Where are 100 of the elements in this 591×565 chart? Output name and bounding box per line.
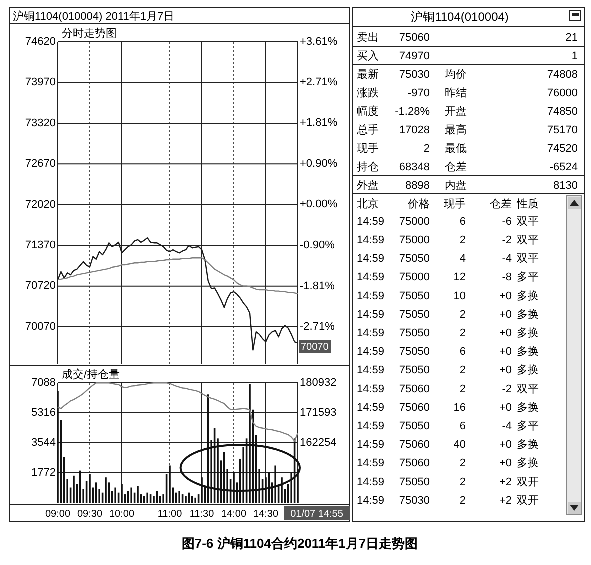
- text: 昨结: [445, 86, 467, 100]
- text: 现手: [357, 142, 379, 155]
- y2-tick-label: -1.81%: [300, 280, 336, 292]
- text: 多换: [517, 308, 539, 321]
- y-tick-label: 73320: [25, 117, 56, 130]
- text: 双平: [517, 383, 539, 396]
- text: 仓差: [445, 161, 467, 174]
- text: 74808: [547, 68, 578, 81]
- text: 多换: [517, 346, 539, 358]
- text: 仓差: [490, 198, 512, 210]
- text: 40: [454, 439, 466, 452]
- text: 8130: [554, 180, 578, 192]
- text: 多换: [517, 402, 539, 414]
- text: 75060: [399, 32, 430, 44]
- text: 2: [460, 458, 466, 470]
- text: +2: [499, 476, 512, 488]
- text: 双开: [517, 476, 539, 488]
- text: 2: [460, 494, 466, 507]
- text: 2: [460, 383, 466, 396]
- text: 75050: [399, 290, 430, 302]
- x-tick-label: 11:00: [158, 509, 183, 520]
- y-tick-label: 70720: [25, 280, 56, 292]
- y2-tick-label: +0.00%: [300, 198, 338, 211]
- text: 双平: [517, 253, 539, 266]
- text: 75050: [399, 308, 430, 321]
- text: 75060: [399, 402, 430, 414]
- text: 14:59: [357, 402, 385, 414]
- text: 14:59: [357, 216, 385, 228]
- text: 17028: [399, 124, 430, 136]
- text: 2: [424, 142, 430, 155]
- text: 14:59: [357, 458, 385, 470]
- text: 21: [566, 32, 578, 44]
- y-tick-label: 71370: [25, 240, 56, 252]
- text: 74520: [547, 142, 578, 155]
- text: 2: [460, 234, 466, 247]
- text: 75050: [399, 364, 430, 377]
- text: 总手: [356, 123, 379, 136]
- text: 性质: [516, 197, 539, 210]
- text: 68348: [399, 161, 430, 174]
- text: +0: [499, 308, 512, 321]
- text: 14:59: [357, 494, 385, 507]
- text: 外盘: [357, 180, 379, 192]
- text: 75030: [399, 68, 430, 81]
- text: 多换: [517, 290, 539, 302]
- text: 75050: [399, 328, 430, 340]
- text: 多换: [517, 439, 539, 452]
- text: 卖出: [357, 30, 379, 44]
- text: 均价: [444, 68, 467, 81]
- text: 幅度: [357, 104, 379, 118]
- y2-tick-label: +0.90%: [300, 158, 338, 170]
- text: 6: [460, 420, 466, 433]
- y-tick-label: 74620: [25, 36, 56, 48]
- x-tick-label: 09:00: [45, 509, 71, 520]
- text: 75050: [399, 420, 430, 433]
- text: 14:59: [357, 476, 385, 488]
- text: 沪铜1104(010004): [411, 10, 509, 24]
- y2-tick-label: -0.90%: [300, 239, 336, 252]
- text: 最新: [357, 68, 379, 81]
- text: 1: [572, 50, 578, 62]
- text: 75050: [399, 253, 430, 266]
- text: -8: [502, 272, 512, 284]
- text: 75000: [399, 234, 430, 247]
- y-tick-label: 7088: [32, 376, 56, 389]
- text: 74850: [547, 106, 578, 118]
- y2-tick-label: +3.61%: [300, 36, 338, 48]
- text: 开盘: [445, 106, 467, 118]
- x-tick-label: 14:00: [221, 509, 247, 520]
- text: 双开: [517, 494, 539, 507]
- y-tick-label: 70070: [25, 320, 56, 333]
- text: 2: [460, 476, 466, 488]
- text: -6524: [550, 161, 578, 174]
- text: 多平: [517, 420, 539, 433]
- text: +0: [499, 346, 512, 358]
- y-tick-label: 72670: [25, 158, 56, 170]
- text: 内盘: [445, 178, 467, 192]
- text: +2: [499, 494, 512, 507]
- text: 多换: [517, 328, 539, 340]
- text: 4: [460, 253, 466, 266]
- text: +0: [499, 290, 512, 302]
- line-series: [57, 258, 299, 294]
- x-tick-label: 11:30: [190, 509, 215, 520]
- y2-tick-label: 171593: [300, 406, 337, 419]
- text: 12: [454, 272, 466, 284]
- text: 价格: [407, 198, 430, 210]
- text: 14:59: [357, 234, 385, 247]
- text: 75060: [399, 383, 430, 396]
- text: 2: [460, 364, 466, 377]
- y-tick-label: 3544: [32, 436, 56, 449]
- text: 75000: [399, 272, 430, 284]
- text: -2: [502, 383, 512, 396]
- x-tick-label: 14:30: [253, 509, 279, 520]
- text: 2: [460, 308, 466, 321]
- y2-tick-label: 162254: [300, 436, 337, 449]
- text: 14:59: [357, 253, 385, 266]
- text: 双平: [517, 216, 539, 228]
- text: 14:59: [357, 290, 385, 302]
- chart-title: 成交/持仓量: [62, 368, 120, 381]
- text: -1.28%: [395, 106, 430, 118]
- text: -970: [408, 87, 430, 100]
- text: 74970: [399, 50, 430, 62]
